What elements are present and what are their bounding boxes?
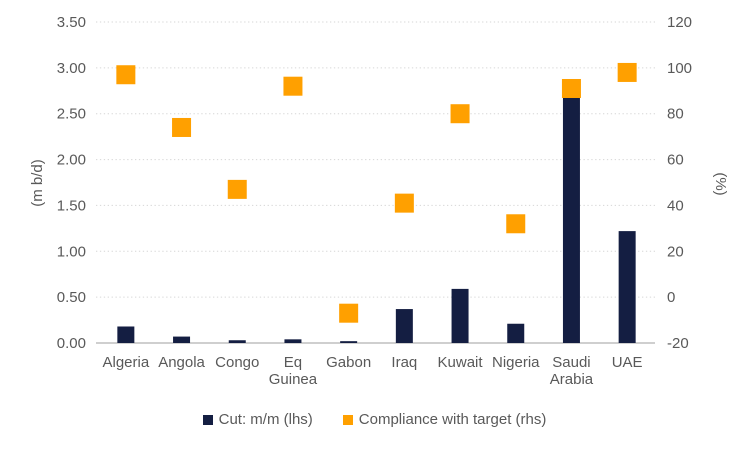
marker-gabon — [339, 303, 359, 323]
category-label: Saudi Arabia — [550, 354, 594, 388]
bar-angola — [173, 336, 191, 343]
marker-angola — [172, 117, 192, 137]
legend-swatch-bar-series — [202, 414, 213, 425]
right-axis-title: (%) — [712, 172, 729, 195]
left-axis-tick-label: 1.00 — [57, 243, 86, 260]
left-axis-tick-label: 2.50 — [57, 106, 86, 123]
left-axis-tick-label: 3.50 — [57, 14, 86, 31]
right-axis-tick-label: 120 — [667, 14, 692, 31]
left-axis-tick-label: 0.50 — [57, 289, 86, 306]
right-axis-tick-label: 60 — [667, 152, 684, 169]
category-label: Congo — [215, 354, 259, 371]
bar-nigeria — [507, 323, 525, 343]
bar-algeria — [117, 326, 135, 343]
bar-kuwait — [451, 288, 469, 343]
right-axis-tick-label: 0 — [667, 289, 675, 306]
bar-saudi-arabia — [562, 97, 580, 343]
category-label: Eq Guinea — [269, 354, 318, 388]
category-label: Algeria — [102, 354, 149, 371]
marker-nigeria — [506, 214, 526, 234]
right-axis-tick-label: -20 — [667, 335, 689, 352]
marker-iraq — [394, 193, 414, 213]
legend-label-bar-series: Cut: m/m (lhs) — [218, 411, 313, 428]
marker-congo — [227, 179, 247, 199]
legend-swatch-marker-series — [342, 414, 353, 425]
left-axis-title: (m b/d) — [29, 159, 46, 207]
category-label: UAE — [612, 354, 643, 371]
marker-algeria — [116, 65, 136, 85]
left-axis-tick-label: 3.00 — [57, 60, 86, 77]
marker-kuwait — [450, 104, 470, 124]
bar-gabon — [340, 341, 358, 343]
legend-label-marker-series: Compliance with target (rhs) — [358, 411, 547, 428]
category-label: Gabon — [326, 354, 371, 371]
legend-item-cut: Cut: m/m (lhs) — [202, 411, 313, 428]
left-axis-tick-label: 2.00 — [57, 152, 86, 169]
marker-saudi-arabia — [561, 78, 581, 98]
bar-iraq — [395, 309, 413, 343]
right-axis-tick-label: 100 — [667, 60, 692, 77]
marker-uae — [617, 62, 637, 82]
legend-item-compliance: Compliance with target (rhs) — [342, 411, 547, 428]
right-axis-tick-label: 40 — [667, 197, 684, 214]
category-label: Kuwait — [438, 354, 484, 371]
right-axis-tick-label: 80 — [667, 106, 684, 123]
category-label: Angola — [158, 354, 205, 371]
category-label: Nigeria — [492, 354, 540, 371]
bar-congo — [228, 340, 246, 343]
bar-eq-guinea — [284, 339, 302, 343]
bar-uae — [618, 231, 636, 343]
category-label: Iraq — [391, 354, 417, 371]
combo-chart-plot: 0.00 -20 0.50 0 1.00 20 1.50 40 2.00 60 2.50 80 3.00… — [29, 14, 729, 388]
chart-legend: Cut: m/m (lhs) Compliance with target (r… — [0, 411, 749, 428]
left-axis-tick-label: 1.50 — [57, 197, 86, 214]
marker-eq-guinea — [283, 76, 303, 96]
left-axis-tick-label: 0.00 — [57, 335, 86, 352]
right-axis-tick-label: 20 — [667, 243, 684, 260]
